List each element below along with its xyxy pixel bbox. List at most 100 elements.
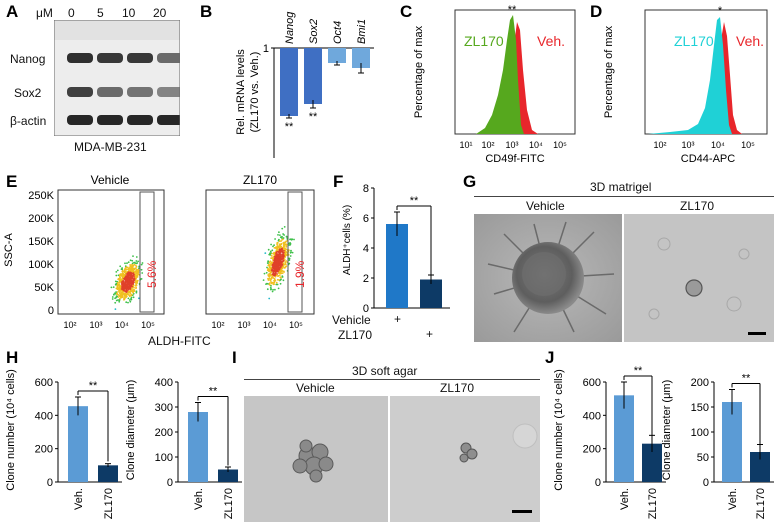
- flow-event-dot: [279, 236, 282, 239]
- western-blot-image: [54, 20, 180, 136]
- flow-event-dot: [128, 286, 130, 288]
- y-tick-label: 600: [583, 377, 601, 389]
- flow-event-dot: [132, 274, 135, 277]
- flow-event-dot: [273, 244, 275, 246]
- flow-event-dot: [132, 270, 135, 272]
- flow-event-dot: [130, 265, 133, 268]
- bar: [328, 48, 346, 63]
- histogram-d: Percentage of max * ZL170 Veh. 10² 10³ 1…: [603, 5, 768, 165]
- flow-event-dot: [283, 234, 285, 236]
- flow-event-dot: [285, 240, 288, 243]
- histogram-d-xtick: 10²: [653, 140, 666, 150]
- flow-event-dot: [278, 238, 280, 241]
- flow-event-dot: [124, 269, 126, 272]
- flow-event-dot: [129, 292, 132, 295]
- flow-event-dot: [273, 281, 276, 284]
- flow-event-dot: [135, 286, 138, 289]
- significance-label: **: [309, 111, 318, 123]
- flow-event-dot: [132, 296, 135, 299]
- flow-event-dot: [270, 271, 273, 273]
- flow-event-dot: [124, 293, 127, 296]
- flow-event-dot: [278, 250, 280, 253]
- flow-event-dot: [119, 277, 121, 280]
- flow-event-dot: [272, 288, 274, 291]
- chart-j2: Clone diameter (μm) 0 50 100 150 200 Veh. ZL17…: [661, 373, 774, 519]
- chart-j1-ylabel: Clone number (10⁴ cells): [553, 369, 565, 491]
- flow-event-dot: [273, 265, 275, 267]
- flow-event-dot: [269, 279, 272, 282]
- flow-event-dot: [122, 282, 125, 284]
- flow-event-dot: [133, 286, 135, 289]
- flow-event-dot: [283, 226, 286, 228]
- flow-event-dot: [278, 243, 281, 246]
- flow-e-left-pct: 5.6%: [145, 260, 159, 288]
- flow-event-dot: [111, 298, 114, 300]
- flow-e-right-title: ZL170: [243, 173, 277, 187]
- dose-5-label: 5: [97, 6, 104, 20]
- flow-event-dot: [277, 287, 280, 290]
- flow-event-dot: [114, 280, 117, 283]
- flow-event-dot: [267, 278, 270, 281]
- histogram-d-sig: *: [718, 5, 723, 17]
- flow-event-dot: [121, 286, 123, 288]
- flow-event-dot: [110, 286, 113, 289]
- flow-event-dot: [121, 278, 124, 281]
- flow-event-dot: [290, 238, 293, 241]
- flow-event-dot: [284, 248, 287, 250]
- y-tick-label: 400: [155, 377, 173, 389]
- x-tick-label: ZL170: [647, 488, 659, 519]
- flow-event-dot: [131, 262, 134, 265]
- flow-event-dot: [267, 248, 270, 251]
- flow-e-xtick: 10⁴: [263, 320, 277, 330]
- flow-event-dot: [265, 271, 268, 274]
- bar: [386, 224, 408, 308]
- flow-event-dot: [114, 308, 117, 310]
- panel-i-zl170-image: [390, 396, 540, 522]
- dose-20-label: 20: [153, 6, 167, 20]
- flow-event-dot: [118, 283, 121, 286]
- flow-event-dot: [274, 262, 277, 265]
- flow-event-dot: [269, 252, 271, 255]
- flow-event-dot: [117, 296, 120, 298]
- flow-event-dot: [276, 278, 279, 281]
- flow-event-dot: [273, 253, 276, 256]
- panel-g-title: 3D matrigel: [590, 180, 652, 194]
- x-tick-label: Nanog: [284, 11, 296, 44]
- dose-10-label: 10: [122, 6, 136, 20]
- flow-event-dot: [135, 290, 138, 293]
- chart-f-row2-mark-2: +: [426, 327, 434, 341]
- histogram-c: Percentage of max ** ZL170 Veh. 10¹ 10² …: [413, 4, 576, 165]
- histogram-c-ylabel: Percentage of max: [413, 25, 425, 118]
- histogram-c-sig: **: [508, 4, 517, 16]
- flow-event-dot: [270, 269, 273, 272]
- flow-event-dot: [137, 271, 140, 274]
- flow-event-dot: [267, 264, 270, 267]
- x-tick-label: Veh.: [193, 488, 205, 510]
- flow-event-dot: [132, 291, 135, 294]
- flow-event-dot: [275, 259, 278, 261]
- flow-e-ytick: 250K: [28, 190, 54, 202]
- panel-c-letter: C: [400, 2, 413, 21]
- panel-g-zl170-image: [624, 214, 774, 342]
- flow-event-dot: [264, 252, 267, 254]
- flow-event-dot: [279, 240, 281, 243]
- flow-event-dot: [272, 245, 274, 248]
- flow-event-dot: [272, 272, 275, 275]
- y-tick-label: 1: [263, 43, 269, 55]
- panel-d-letter: D: [590, 2, 603, 21]
- flow-event-dot: [271, 259, 274, 261]
- chart-f: ALDH⁺cells (%) 0 2 4 6 8 **: [342, 183, 450, 315]
- flow-event-dot: [125, 301, 128, 304]
- flow-event-dot: [271, 281, 274, 284]
- flow-event-dot: [118, 294, 121, 297]
- flow-event-dot: [136, 276, 139, 278]
- flow-event-dot: [284, 250, 287, 253]
- histogram-d-zl170-curve: [648, 17, 732, 134]
- flow-event-dot: [280, 276, 282, 279]
- flow-event-dot: [283, 248, 285, 251]
- flow-event-dot: [135, 256, 138, 258]
- panel-e-letter: E: [6, 172, 18, 191]
- flow-event-dot: [270, 285, 272, 287]
- significance-label: **: [89, 380, 98, 392]
- flow-event-dot: [115, 274, 118, 277]
